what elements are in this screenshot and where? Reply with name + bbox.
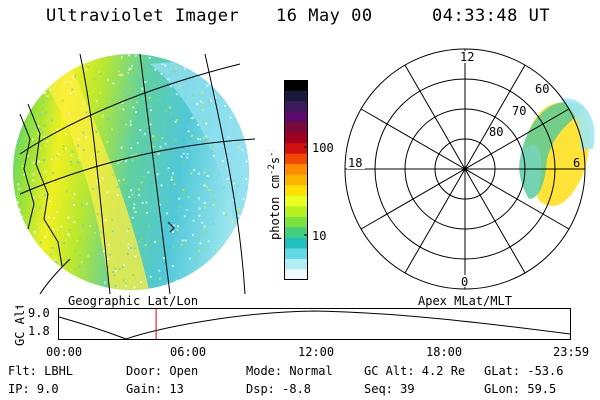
polar-ring-60: 60 bbox=[535, 82, 549, 96]
timeline-xtick-1: 06:00 bbox=[170, 345, 207, 359]
image-date: 16 May 00 bbox=[276, 6, 373, 26]
colorbar-band bbox=[284, 90, 308, 102]
timeline-plot bbox=[58, 308, 571, 340]
colorbar-band bbox=[284, 101, 308, 113]
colorbar-band bbox=[284, 206, 308, 218]
timeline-xtick-4: 23:59 bbox=[553, 345, 590, 359]
status-mode: Mode: Normal bbox=[246, 364, 333, 378]
colorbar-band bbox=[284, 153, 308, 165]
timeline-ytick-low: 1.8 bbox=[28, 324, 50, 338]
polar-label-12: 12 bbox=[460, 50, 474, 64]
colorbar bbox=[284, 80, 308, 280]
colorbar-tick-10: 10 bbox=[312, 229, 327, 243]
timeline-xtick-0: 00:00 bbox=[46, 345, 83, 359]
colorbar-band bbox=[284, 164, 308, 176]
earth-uv-image bbox=[13, 53, 256, 294]
polar-ring-80: 80 bbox=[489, 125, 503, 139]
colorbar-band bbox=[284, 258, 308, 270]
colorbar-band bbox=[284, 227, 308, 239]
colorbar-band bbox=[284, 269, 308, 280]
polar-label-0: 0 bbox=[461, 275, 468, 289]
status-seq: Seq: 39 bbox=[364, 382, 415, 396]
status-dsp: Dsp: -8.8 bbox=[246, 382, 312, 396]
timeline-xtick-3: 18:00 bbox=[426, 345, 463, 359]
colorbar-band bbox=[284, 132, 308, 144]
colorbar-band bbox=[284, 80, 308, 92]
timeline-ytick-high: 9.0 bbox=[28, 306, 50, 320]
status-gc-alt: GC Alt: 4.2 Re bbox=[364, 364, 466, 378]
status-glat: GLat: -53.6 bbox=[484, 364, 564, 378]
image-time: 04:33:48 UT bbox=[432, 6, 551, 26]
colorbar-band bbox=[284, 143, 308, 155]
timeline-ylabel: GC Alt bbox=[13, 306, 27, 346]
status-filter: Flt: LBHL bbox=[8, 364, 74, 378]
polar-ring-70: 70 bbox=[512, 104, 526, 118]
colorbar-band bbox=[284, 195, 308, 207]
colorbar-band bbox=[284, 122, 308, 134]
colorbar-band bbox=[284, 111, 308, 123]
colorbar-band bbox=[284, 216, 308, 228]
status-door: Door: Open bbox=[126, 364, 199, 378]
status-glon: GLon: 59.5 bbox=[484, 382, 557, 396]
colorbar-band bbox=[284, 185, 308, 197]
colorbar-band bbox=[284, 237, 308, 249]
polar-label-6: 6 bbox=[573, 156, 580, 170]
imager-title: Ultraviolet Imager bbox=[46, 6, 240, 26]
timeline-xtick-2: 12:00 bbox=[298, 345, 335, 359]
status-gain: Gain: 13 bbox=[126, 382, 184, 396]
status-ip: IP: 9.0 bbox=[8, 382, 59, 396]
polar-plot: 12 0 18 6 60 70 80 bbox=[344, 48, 595, 290]
colorbar-tick-100: 100 bbox=[312, 141, 334, 155]
geographic-label: Geographic Lat/Lon bbox=[68, 294, 199, 308]
svg-text:photon cm-2s-1: photon cm-2s-1 bbox=[267, 150, 282, 240]
colorbar-band bbox=[284, 174, 308, 186]
colorbar-band bbox=[284, 248, 308, 260]
svg-text:GC Alt: GC Alt bbox=[13, 306, 27, 346]
apex-label: Apex MLat/MLT bbox=[418, 294, 512, 308]
polar-label-18: 18 bbox=[348, 156, 362, 170]
colorbar-label: photon cm-2s-1 bbox=[267, 150, 282, 240]
